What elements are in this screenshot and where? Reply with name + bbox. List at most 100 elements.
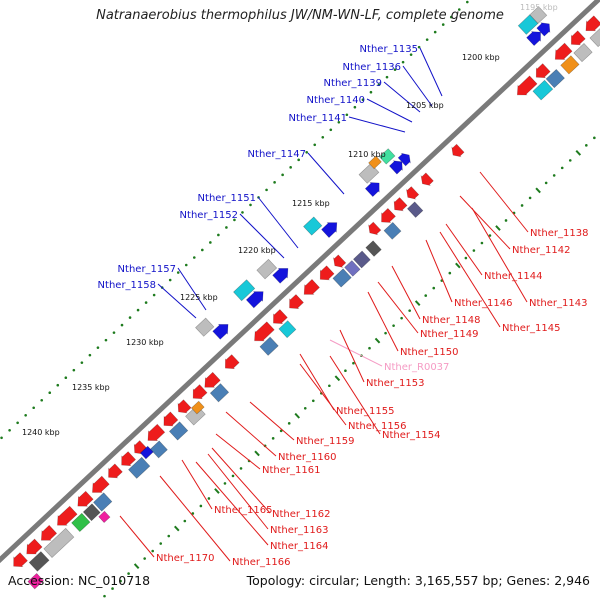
scale-dot — [136, 308, 140, 312]
scale-dot — [401, 60, 405, 64]
cog-reverse — [278, 320, 297, 339]
scale-dash — [294, 412, 301, 419]
scale-dot — [279, 429, 283, 433]
gene-label-reverse: Nther_1142 — [512, 245, 570, 256]
scale-dot — [127, 572, 130, 575]
scale-dot — [72, 368, 76, 372]
cds-forward — [272, 268, 289, 284]
scale-dot — [24, 413, 27, 417]
gene-label-reverse: Nther_1161 — [262, 465, 320, 476]
cog-reverse — [149, 440, 168, 459]
cds-reverse — [177, 399, 192, 414]
scale-dot — [191, 512, 195, 515]
scale-dot — [64, 376, 68, 379]
scale-dot — [311, 399, 315, 403]
gene-label-forward: Nther_1152 — [180, 210, 238, 221]
cds-forward — [245, 291, 264, 309]
scale-dot — [159, 542, 163, 545]
scale-dot — [369, 90, 373, 94]
scale-dash — [334, 375, 341, 382]
cds-reverse — [224, 354, 240, 370]
cog-forward — [303, 216, 323, 236]
scale-dot — [385, 75, 389, 79]
scale-dot — [328, 384, 331, 388]
gene-label-reverse: Nther_1138 — [530, 228, 588, 239]
gene-label-reverse-leader — [299, 363, 347, 426]
scale-dot — [520, 204, 524, 207]
gene-label-reverse: Nther_1148 — [422, 315, 480, 326]
gene-label-reverse: Nther_1160 — [278, 452, 336, 463]
scale-dot — [184, 263, 188, 267]
gene-label-reverse-leader — [215, 433, 261, 470]
scale-dot — [457, 8, 461, 11]
scale-dot — [128, 316, 132, 319]
scale-dot — [120, 323, 124, 327]
scale-dot — [305, 151, 309, 154]
gene-label-reverse: Nther_1145 — [502, 323, 560, 334]
cds-reverse — [273, 309, 288, 324]
genome-backbone — [0, 0, 600, 564]
scale-dot — [88, 353, 92, 357]
scale-dot — [424, 294, 428, 297]
cds-reverse — [585, 15, 600, 32]
scale-dot — [281, 173, 284, 177]
cog-reverse — [383, 221, 402, 240]
gene-label-reverse-leader — [207, 453, 269, 530]
scale-dot — [273, 181, 276, 184]
scale-dot — [449, 15, 453, 19]
kbp-tick-label: 1235 kbp — [72, 383, 110, 392]
cds-reverse — [516, 75, 538, 96]
scale-dot — [0, 436, 3, 440]
scale-dash — [133, 563, 140, 569]
scale-dot — [201, 248, 204, 252]
gene-label-reverse: Nther_1166 — [232, 557, 290, 568]
scale-dot — [225, 226, 228, 229]
cds-reverse — [40, 524, 58, 541]
cog-forward — [529, 6, 548, 24]
gene-label-reverse: Nther_1170 — [156, 553, 214, 564]
scale-dot — [480, 241, 484, 245]
cds-reverse — [254, 321, 275, 342]
kbp-tick-label: 1230 kbp — [126, 338, 164, 347]
cds-reverse — [554, 42, 573, 60]
scale-dot — [585, 144, 588, 147]
scale-dash — [575, 149, 582, 156]
cds-reverse — [121, 451, 137, 467]
cds-reverse — [92, 475, 110, 493]
genome-title: Natranaerobius thermophilus JW/NM-WN-LF,… — [96, 8, 504, 23]
cog-reverse — [365, 240, 382, 257]
kbp-tick-label: 1200 kbp — [462, 53, 500, 62]
cog-reverse — [344, 260, 361, 277]
scale-dot — [472, 249, 476, 252]
label-leader-lines — [119, 47, 529, 562]
scale-dash — [174, 525, 180, 532]
scale-dot — [337, 120, 341, 124]
scale-dot — [400, 316, 403, 320]
cds-reverse — [420, 172, 434, 187]
gene-label-reverse: Nther_R0037 — [384, 362, 449, 373]
scale-dot — [167, 534, 171, 538]
scale-dot — [464, 256, 468, 260]
gene-label-forward: Nther_1147 — [248, 149, 306, 160]
cds-reverse — [77, 490, 94, 507]
cog-reverse — [71, 512, 91, 533]
scale-dot — [168, 278, 172, 282]
gene-label-reverse-leader — [329, 339, 383, 367]
cog-reverse — [560, 55, 580, 75]
cog-reverse — [259, 336, 279, 356]
gene-label-forward-leader — [239, 213, 285, 259]
cog-reverse — [209, 383, 230, 403]
gene-label-forward-leader — [157, 283, 197, 319]
scale-dot — [103, 594, 106, 598]
cog-reverse — [139, 445, 154, 460]
scale-dot — [313, 143, 317, 147]
cog-reverse — [352, 250, 371, 269]
scale-dot — [417, 45, 421, 49]
gene-labels: Nther_1135 Nther_1136 Nther_1139 Nther_1140… — [98, 44, 589, 568]
cds-reverse — [451, 143, 465, 158]
scale-dash — [414, 300, 421, 306]
cds-reverse — [13, 552, 28, 568]
scale-dot — [448, 271, 452, 275]
gene-label-forward-leader — [307, 152, 345, 195]
cog-reverse — [573, 42, 593, 63]
